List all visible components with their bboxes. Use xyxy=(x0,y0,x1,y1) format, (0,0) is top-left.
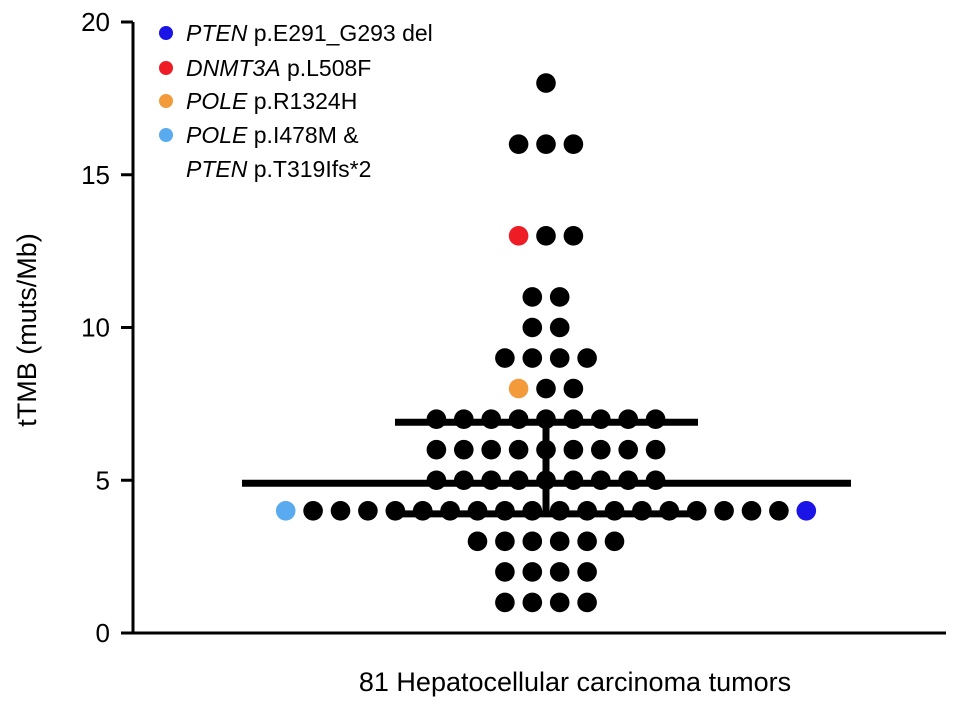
legend-mutation: p.R1324H xyxy=(247,88,357,114)
data-point xyxy=(591,439,611,460)
legend-entry: POLE p.I478M & xyxy=(186,122,359,148)
legend-mutation: p.L508F xyxy=(281,55,372,81)
data-point xyxy=(358,501,378,521)
legend-marker xyxy=(159,61,173,75)
legend-gene: POLE xyxy=(186,88,248,114)
highlight-point xyxy=(275,501,296,521)
legend-entry-continued: PTEN p.T319Ifs*2 xyxy=(186,156,371,182)
legend-gene: DNMT3A xyxy=(186,55,281,81)
data-point xyxy=(303,501,323,521)
y-tick-label: 0 xyxy=(96,618,110,648)
y-tick-label: 15 xyxy=(81,160,110,190)
data-point xyxy=(495,592,515,613)
data-point xyxy=(508,134,529,154)
data-point xyxy=(563,378,584,399)
legend-entry: DNMT3A p.L508F xyxy=(186,55,371,81)
highlight-point xyxy=(796,501,817,521)
y-axis-title: tTMB (muts/Mb) xyxy=(12,233,42,427)
data-point xyxy=(714,501,734,521)
data-point xyxy=(645,439,666,460)
data-point xyxy=(330,501,351,521)
legend-entry: POLE p.R1324H xyxy=(186,88,357,114)
data-points xyxy=(275,73,817,613)
highlight-point xyxy=(508,378,529,399)
data-point xyxy=(741,501,762,521)
y-tick-label: 5 xyxy=(96,465,110,495)
legend-mutation: p.T319Ifs*2 xyxy=(247,156,371,182)
legend-mutation: p.I478M & xyxy=(247,122,358,148)
data-point xyxy=(454,439,474,460)
data-point xyxy=(467,531,488,552)
data-point xyxy=(522,317,543,338)
legend-marker xyxy=(159,128,173,142)
data-point xyxy=(577,531,597,552)
data-point xyxy=(563,439,584,460)
data-point xyxy=(769,501,789,521)
summary-bars xyxy=(242,418,851,518)
legend-marker xyxy=(159,94,173,108)
legend-entry: PTEN p.E291_G293 del xyxy=(186,20,433,46)
data-point xyxy=(563,226,584,246)
data-point xyxy=(522,348,543,368)
data-point xyxy=(522,592,543,613)
data-point xyxy=(536,226,556,246)
data-point xyxy=(495,348,515,368)
data-point xyxy=(549,531,570,552)
data-point xyxy=(618,439,638,460)
y-ticks: 0 5 10 15 20 xyxy=(81,7,133,648)
data-point xyxy=(549,287,570,307)
data-point xyxy=(549,592,570,613)
legend-gene: PTEN xyxy=(186,20,248,46)
data-point xyxy=(563,134,584,154)
data-point xyxy=(536,378,556,399)
legend-mutation: p.E291_G293 del xyxy=(247,20,432,46)
legend-gene: POLE xyxy=(186,122,248,148)
y-tick-label: 20 xyxy=(81,7,110,37)
data-point xyxy=(426,439,447,460)
y-tick-label: 10 xyxy=(81,313,110,343)
data-point xyxy=(522,287,543,307)
data-point xyxy=(495,562,515,582)
data-point xyxy=(549,348,570,368)
data-point xyxy=(604,531,625,552)
data-point xyxy=(577,562,597,582)
highlight-point xyxy=(508,226,529,246)
data-point xyxy=(536,73,556,93)
data-point xyxy=(577,592,597,613)
data-point xyxy=(549,317,570,338)
x-axis-title: 81 Hepatocellular carcinoma tumors xyxy=(359,667,791,697)
data-point xyxy=(577,348,597,368)
data-point xyxy=(536,134,556,154)
data-point xyxy=(522,562,543,582)
legend-marker xyxy=(159,26,173,40)
data-point xyxy=(495,531,515,552)
data-point xyxy=(508,439,529,460)
data-point xyxy=(522,531,543,552)
legend-gene: PTEN xyxy=(186,156,248,182)
data-point xyxy=(549,562,570,582)
data-point xyxy=(481,439,502,460)
legend: PTEN p.E291_G293 del DNMT3A p.L508F POLE p… xyxy=(159,20,433,182)
